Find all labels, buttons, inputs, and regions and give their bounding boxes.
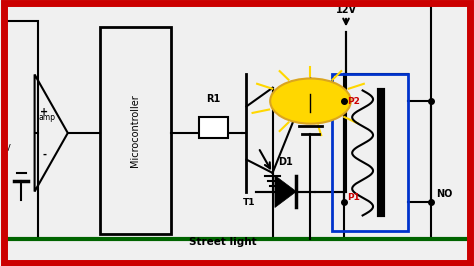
Text: P2: P2 xyxy=(347,97,360,106)
Text: Microcontroller: Microcontroller xyxy=(130,94,140,167)
Text: V: V xyxy=(5,144,11,153)
Bar xyxy=(332,74,408,231)
Text: 12V: 12V xyxy=(336,5,356,15)
Circle shape xyxy=(270,78,351,124)
Text: amp: amp xyxy=(39,113,56,122)
Text: P1: P1 xyxy=(347,193,360,202)
Text: +: + xyxy=(40,107,48,117)
Text: Street light: Street light xyxy=(189,237,256,247)
Bar xyxy=(199,117,228,138)
Text: R1: R1 xyxy=(206,94,220,104)
Text: -: - xyxy=(42,149,46,159)
Bar xyxy=(100,27,171,234)
Polygon shape xyxy=(275,176,296,207)
Text: D1: D1 xyxy=(278,157,293,167)
Text: NO: NO xyxy=(436,189,453,199)
Text: T1: T1 xyxy=(243,198,255,207)
Bar xyxy=(5,21,38,239)
